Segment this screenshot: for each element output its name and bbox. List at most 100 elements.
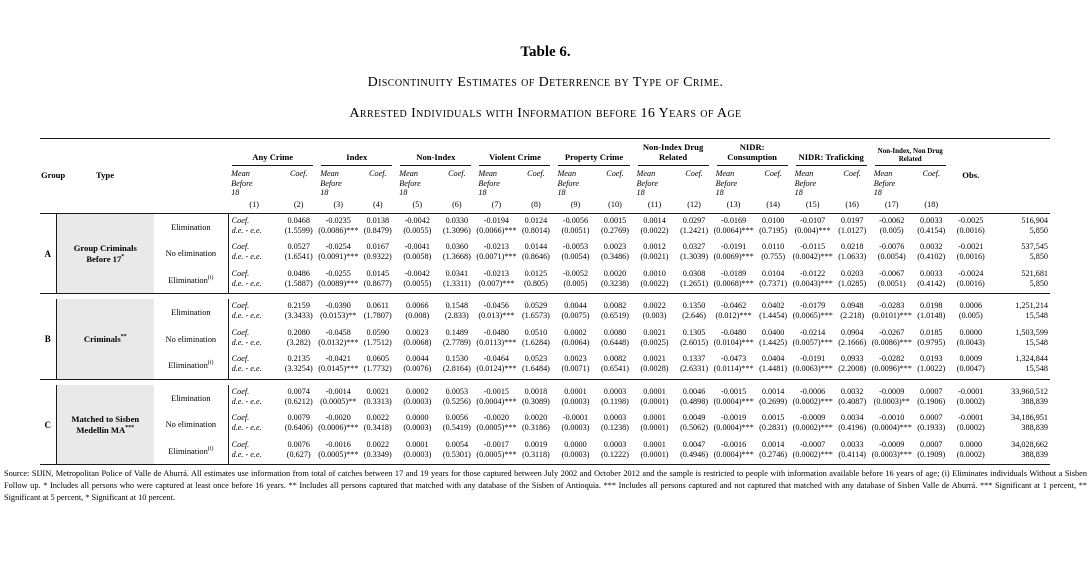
se-value: (0.6406) — [284, 423, 313, 433]
coef-value: -0.0480 — [483, 327, 510, 337]
mean-value: 0.0327 — [682, 242, 706, 252]
mean-value: 0.0145 — [366, 268, 390, 278]
se-value: (0.0002) — [956, 449, 985, 459]
obs-se-value: 5,850 — [1029, 252, 1048, 262]
se-value: (0.5419) — [442, 423, 471, 433]
coef-value: -0.0056 — [562, 215, 589, 225]
se-value: (0.0086)*** — [871, 337, 912, 347]
coef-value: -0.0191 — [720, 242, 747, 252]
se-value: (1.4425) — [759, 337, 788, 347]
coef-value: -0.0006 — [800, 386, 826, 396]
mean-value: 0.0021 — [366, 386, 390, 396]
coef-value: -0.0015 — [483, 386, 510, 396]
group-name: Matched to Sisben Medellín MA*** — [55, 384, 155, 465]
mean-value: 0.0138 — [366, 215, 390, 225]
obs-se-value: 15,548 — [1025, 337, 1048, 347]
mean-value: 0.0020 — [524, 413, 548, 423]
coef-value: -0.0016 — [720, 439, 747, 449]
coef-value: -0.0020 — [483, 413, 510, 423]
results-table: Group Type Any Crime Index Non-Index Violent … — [40, 138, 1050, 465]
se-value: (0.0003)** — [873, 396, 910, 406]
type-label: Elimination — [171, 393, 211, 403]
se-value: (0.3238) — [601, 278, 629, 288]
group-sup: *** — [125, 425, 135, 432]
coef-row: C Matched to Sisben Medellín MA*** Elimina… — [40, 384, 1050, 465]
obs-se-value: 15,548 — [1025, 364, 1048, 374]
mean-value: 0.2135 — [287, 354, 310, 364]
coef-value: 0.0021 — [643, 354, 666, 364]
coef-value: 0.0066 — [406, 301, 429, 311]
column-number: (5) — [412, 200, 423, 210]
stat-label-se: d.e. - e.e. — [227, 311, 281, 326]
obs-value: 537,545 — [1021, 242, 1048, 252]
se-value: (2.833) — [444, 311, 469, 321]
column-number: (10) — [608, 200, 622, 210]
coef-value: 0.0009 — [959, 354, 983, 364]
coef-value: -0.0009 — [879, 386, 905, 396]
mean-value: 0.0468 — [287, 215, 310, 225]
column-number: (17) — [884, 200, 899, 210]
mean-value: 0.0402 — [761, 301, 785, 311]
se-value: (0.0016) — [956, 278, 985, 288]
se-value: (0.007)*** — [478, 278, 515, 288]
column-number: (1) — [249, 200, 259, 210]
coef-value: -0.0014 — [325, 386, 351, 396]
obs-se-value: 5,850 — [1029, 278, 1048, 288]
coef-value: 0.0000 — [406, 413, 429, 423]
se-value: (0.0076) — [403, 364, 432, 374]
se-value: (0.0068)*** — [713, 278, 754, 288]
crime-group-header: Violent Crime — [475, 139, 554, 166]
se-value: (0.0004)*** — [476, 396, 517, 406]
stat-label-coef: Coef. — [227, 266, 281, 279]
column-number: (18) — [924, 200, 939, 210]
type-label: Elimination(i) — [168, 275, 214, 285]
se-value: (0.0003) — [403, 449, 432, 459]
se-value: (0.0001) — [640, 423, 669, 433]
column-number: (7) — [491, 200, 502, 210]
se-value: (1.6484) — [521, 364, 550, 374]
column-number: (9) — [570, 200, 581, 210]
se-value: (0.3313) — [363, 396, 392, 406]
coef-header: Coef. — [527, 168, 545, 178]
mean-value: 0.0015 — [761, 413, 785, 423]
mean-value: 0.0144 — [524, 242, 548, 252]
coef-value: -0.0458 — [325, 327, 351, 337]
se-value: (1.5887) — [284, 278, 313, 288]
se-value: (0.805) — [523, 278, 548, 288]
coef-header: Coef. — [606, 168, 624, 178]
mean-header: Mean Before 18 — [873, 168, 896, 198]
obs-value: 521,681 — [1021, 268, 1048, 278]
mean-value: 0.0007 — [919, 413, 943, 423]
se-row: d.e. - e.e. (1.5887) (0.0089)*** (0.8677) (0… — [40, 278, 1050, 294]
se-value: (0.0005)*** — [476, 449, 517, 459]
se-value: (0.013)*** — [478, 311, 515, 321]
mean-value: 0.0046 — [682, 386, 706, 396]
se-value: (0.0001) — [640, 396, 669, 406]
coef-value: -0.0214 — [800, 327, 826, 337]
stat-label-coef: Coef. — [227, 240, 281, 253]
crime-group-header: Index — [317, 139, 396, 166]
se-value: (0.2831) — [759, 423, 788, 433]
column-number: (11) — [647, 200, 662, 210]
mean-value: 0.1548 — [445, 301, 469, 311]
coef-value: -0.0001 — [562, 413, 589, 423]
coef-value: -0.0122 — [800, 268, 826, 278]
crime-group-header: Property Crime — [554, 139, 633, 166]
coef-value: -0.0480 — [720, 327, 747, 337]
coef-value: -0.0255 — [325, 268, 351, 278]
mean-value: 0.0032 — [919, 242, 943, 252]
coef-value: -0.0025 — [958, 215, 984, 225]
se-row: d.e. - e.e. (0.6406) (0.0006)*** (0.3418) (0… — [40, 423, 1050, 438]
obs-se-value: 388,839 — [1021, 449, 1048, 459]
crime-group-label: Any Crime — [232, 152, 314, 166]
se-value: (1.0127) — [838, 225, 867, 235]
coef-value: -0.0016 — [325, 439, 351, 449]
coef-value: -0.0421 — [325, 354, 351, 364]
se-value: (1.0022) — [917, 364, 946, 374]
coef-value: -0.0017 — [483, 439, 510, 449]
mean-value: 0.0049 — [682, 413, 706, 423]
se-value: (0.0058) — [403, 252, 432, 262]
obs-value: 516,904 — [1021, 215, 1048, 225]
mean-value: 0.0341 — [445, 268, 469, 278]
se-value: (0.0145)*** — [318, 364, 359, 374]
